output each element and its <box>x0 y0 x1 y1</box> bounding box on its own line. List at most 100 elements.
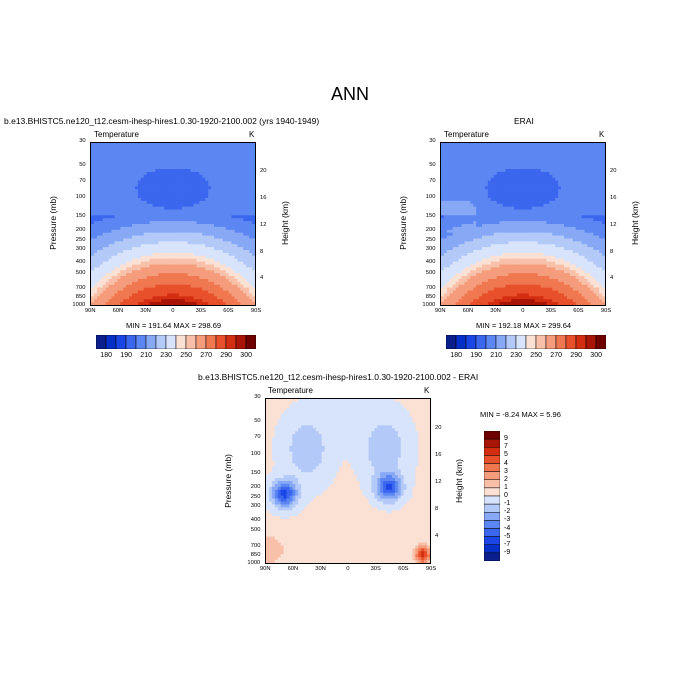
model-cell <box>158 221 162 225</box>
obs-cell <box>458 160 463 164</box>
model-cell <box>91 157 95 161</box>
obs-cell <box>561 174 565 179</box>
model-cell <box>196 169 200 173</box>
model-cell <box>225 166 230 170</box>
model-cell <box>219 255 224 260</box>
obs-cell <box>587 206 591 211</box>
model-cell <box>181 224 186 228</box>
obs-cell <box>575 157 580 161</box>
model-cell <box>178 238 183 242</box>
model-cell <box>126 238 130 242</box>
model-cell <box>117 250 121 254</box>
model-cell <box>219 270 224 274</box>
model-cell <box>219 212 224 216</box>
obs-cell <box>487 169 492 173</box>
obs-cell <box>596 229 600 234</box>
model-cell <box>216 180 221 185</box>
obs-cell <box>514 215 518 219</box>
model-cell <box>129 163 133 167</box>
model-cell <box>243 270 247 274</box>
model-cell <box>216 174 221 179</box>
model-cell <box>240 273 244 277</box>
model-cell <box>105 215 110 219</box>
model-cell <box>170 287 174 292</box>
model-cell <box>222 252 227 257</box>
obs-cell <box>581 177 586 182</box>
obs-cell <box>484 151 489 156</box>
obs-cell <box>584 226 589 231</box>
model-cell <box>237 235 241 240</box>
obs-cell <box>578 212 583 216</box>
model-cell <box>170 148 174 153</box>
model-cell <box>164 270 168 274</box>
model-cell <box>205 169 209 173</box>
model-cell <box>202 299 206 303</box>
obs-cell <box>590 189 594 193</box>
obs-cell <box>443 180 448 185</box>
model-cell <box>199 281 203 286</box>
model-cell <box>199 143 203 147</box>
model-cell <box>225 296 230 300</box>
obs-cell <box>596 189 600 193</box>
obs-cell <box>596 203 600 208</box>
obs-cell <box>581 226 586 231</box>
obs-cell <box>487 203 492 208</box>
model-cell <box>161 261 165 266</box>
model-cell <box>222 229 227 234</box>
model-cell <box>146 180 151 185</box>
model-cell <box>126 195 130 199</box>
obs-cell <box>520 203 524 208</box>
obs-cell <box>449 192 454 196</box>
model-cell <box>190 180 195 185</box>
model-cell <box>205 224 209 228</box>
model-cell <box>187 284 192 289</box>
model-cell <box>173 273 177 277</box>
obs-cell <box>470 143 474 147</box>
model-cell <box>161 299 165 303</box>
model-cell <box>173 206 177 211</box>
model-cell <box>178 148 183 153</box>
model-cell <box>234 258 239 263</box>
obs-cell <box>482 151 486 156</box>
model-cell <box>196 281 200 286</box>
obs-cell <box>531 232 536 237</box>
model-cell <box>91 255 95 260</box>
model-cell <box>143 226 148 231</box>
model-cell <box>219 229 224 234</box>
model-cell <box>249 180 253 185</box>
model-cell <box>187 163 192 167</box>
model-cell <box>173 221 177 225</box>
model-cell <box>134 299 139 303</box>
obs-cell <box>452 229 457 234</box>
model-cell <box>164 252 168 257</box>
obs-cell <box>511 145 515 150</box>
model-cell <box>132 183 136 187</box>
obs-cell <box>452 180 457 185</box>
obs-cell <box>482 163 486 167</box>
model-cell <box>231 226 236 231</box>
model-cell <box>140 299 145 303</box>
model-cell <box>137 229 142 234</box>
model-cell <box>152 229 157 234</box>
obs-cell <box>569 180 574 185</box>
model-cell <box>228 157 233 161</box>
obs-cell <box>446 143 451 147</box>
model-cell <box>108 255 113 260</box>
model-cell <box>228 203 233 208</box>
model-cell <box>102 224 107 228</box>
obs-cell <box>561 163 565 167</box>
model-cell <box>214 189 218 193</box>
obs-cell <box>479 197 483 202</box>
obs-cell <box>584 221 589 225</box>
model-cell <box>175 250 180 254</box>
obs-cell <box>476 151 480 156</box>
model-cell <box>208 206 212 211</box>
obs-cell <box>543 232 548 237</box>
model-cell <box>222 284 227 289</box>
obs-cell <box>525 212 530 216</box>
obs-cell <box>528 215 533 219</box>
obs-cell <box>464 200 468 205</box>
obs-cell <box>520 154 524 159</box>
model-cell <box>249 177 253 182</box>
model-cell <box>249 238 253 242</box>
